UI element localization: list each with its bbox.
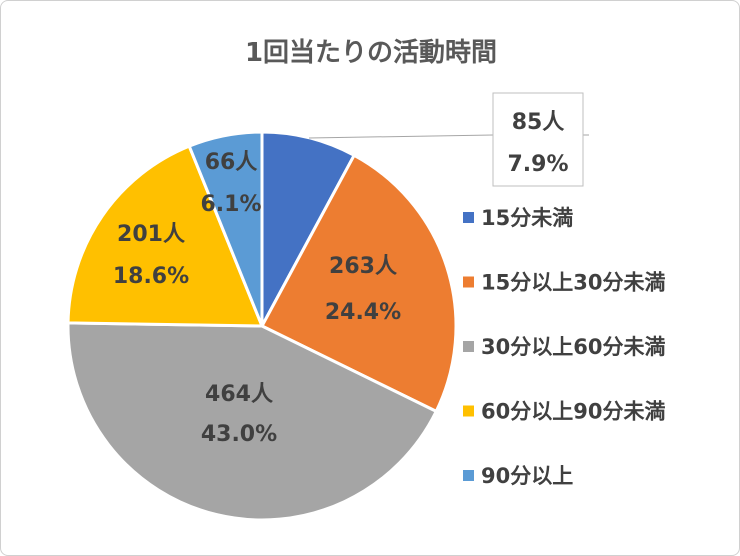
pie-slice-1[interactable] xyxy=(259,153,458,414)
legend-label: 15分以上30分未満 xyxy=(481,271,665,295)
legend-label: 90分以上 xyxy=(481,464,573,488)
legend-label: 15分未満 xyxy=(481,206,573,230)
value-label: 464人 xyxy=(205,382,273,407)
value-label: 263人 xyxy=(329,254,397,279)
percent-label: 6.1% xyxy=(200,192,261,217)
callout-box xyxy=(492,92,584,187)
percent-label: 43.0% xyxy=(201,422,277,447)
percent-label: 7.9% xyxy=(507,152,568,177)
legend-swatch xyxy=(463,341,474,352)
percent-label: 24.4% xyxy=(325,300,401,325)
pie-slice-4[interactable] xyxy=(187,130,264,327)
legend-swatch xyxy=(463,470,474,481)
pie-slice-3[interactable] xyxy=(66,144,265,328)
legend-swatch xyxy=(463,405,474,417)
pie-slice-2[interactable] xyxy=(66,321,439,522)
leader-line xyxy=(308,134,494,139)
percent-label: 18.6% xyxy=(113,264,189,289)
value-label: 85人 xyxy=(512,110,565,135)
legend-swatch xyxy=(463,212,474,223)
legend-label: 60分以上90分未満 xyxy=(481,400,665,424)
legend-label: 30分以上60分未満 xyxy=(481,335,665,359)
legend-swatch xyxy=(463,276,474,288)
value-label: 201人 xyxy=(117,222,185,247)
value-label: 66人 xyxy=(205,150,258,175)
chart-title: 1回当たりの活動時間 xyxy=(245,38,497,68)
